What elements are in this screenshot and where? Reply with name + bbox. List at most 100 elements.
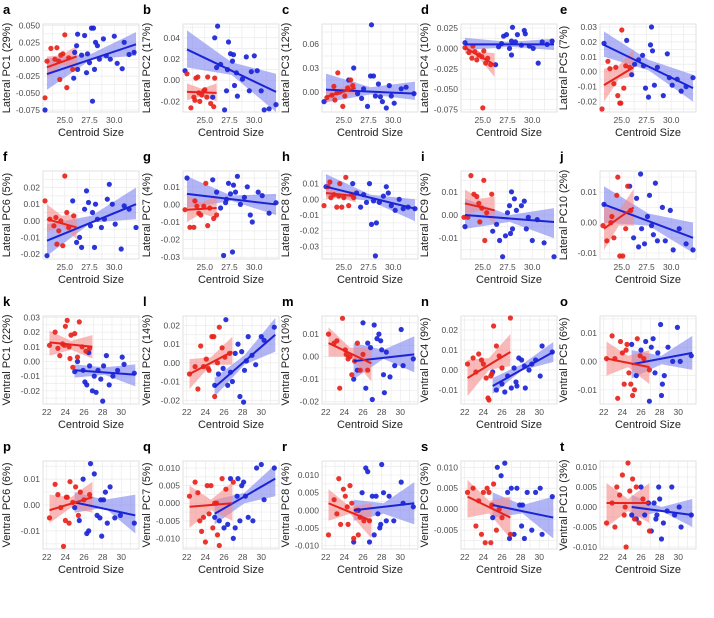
blue-point	[75, 66, 81, 72]
blue-point	[110, 373, 116, 379]
blue-point	[513, 207, 520, 213]
blue-point	[212, 514, 218, 520]
blue-point	[250, 518, 256, 524]
red-point	[477, 219, 483, 225]
blue-point	[371, 532, 377, 538]
red-point	[211, 104, 217, 110]
x-tick-label: 30.0	[524, 262, 541, 272]
red-point	[618, 100, 624, 106]
blue-point	[218, 205, 224, 211]
red-point	[630, 392, 636, 399]
blue-point	[380, 193, 386, 199]
red-point	[646, 528, 653, 534]
x-tick-label: 30	[674, 552, 684, 562]
red-point	[630, 476, 636, 482]
x-tick-label: 25.0	[56, 262, 73, 272]
red-point	[210, 525, 216, 531]
red-point	[200, 514, 207, 520]
x-tick-label: 26	[358, 552, 368, 562]
red-point	[204, 94, 210, 100]
blue-point	[121, 203, 127, 209]
red-point	[63, 494, 69, 500]
blue-point	[678, 524, 684, 530]
blue-point	[119, 66, 125, 72]
red-point	[470, 355, 476, 361]
blue-point	[253, 362, 259, 368]
red-point	[64, 317, 70, 323]
red-point	[488, 540, 494, 546]
blue-point	[549, 38, 555, 44]
x-axis-label: Centroid Size	[58, 127, 124, 139]
blue-point	[398, 326, 404, 333]
blue-point	[184, 175, 190, 181]
red-point	[216, 542, 222, 549]
red-point	[482, 540, 488, 546]
x-tick-label: 25.0	[56, 115, 73, 125]
y-tick-label: 0.000	[576, 502, 598, 512]
red-point	[489, 502, 495, 508]
blue-point	[215, 23, 221, 29]
blue-point	[380, 490, 387, 496]
x-tick-label: 26	[636, 552, 646, 562]
y-tick-label: 0.02	[23, 327, 40, 337]
x-tick-label: 28	[98, 552, 108, 562]
blue-point	[72, 49, 78, 56]
red-regression-line	[464, 46, 496, 66]
x-tick-label: 30	[396, 407, 406, 417]
blue-point	[658, 392, 665, 399]
blue-regression-line	[603, 203, 694, 239]
blue-point	[371, 322, 377, 328]
blue-point	[131, 520, 137, 526]
blue-point	[410, 356, 416, 362]
x-tick-label: 28	[516, 552, 526, 562]
y-tick-label: -0.075	[16, 105, 40, 115]
blue-point	[638, 171, 644, 177]
blue-point	[230, 52, 237, 58]
x-tick-label: 30	[117, 407, 127, 417]
red-point	[617, 338, 624, 345]
red-point	[628, 381, 634, 387]
blue-point	[392, 207, 398, 213]
y-tick-label: 0.01	[302, 179, 319, 189]
panel-label: d	[421, 2, 429, 17]
y-tick-label: 0.00	[23, 216, 40, 226]
red-point	[478, 531, 485, 537]
blue-point	[648, 24, 655, 30]
blue-point	[221, 252, 227, 259]
y-tick-label: 0.010	[437, 462, 459, 472]
blue-point	[82, 32, 88, 39]
blue-point	[258, 88, 264, 94]
panel-j: j 25.0 27.5 30.0 0.01 0.00 -0.01 Centroid Size L…	[558, 149, 697, 286]
x-tick-label: 27.5	[360, 115, 377, 125]
panel-label: p	[3, 439, 11, 454]
x-tick-label: 25.0	[335, 115, 352, 125]
y-tick-label: 0.010	[298, 470, 320, 480]
y-tick-label: -0.01	[578, 385, 598, 395]
x-tick-label: 22	[182, 407, 192, 417]
blue-point	[521, 198, 527, 204]
blue-point	[381, 390, 387, 396]
blue-point	[91, 66, 98, 72]
red-point	[623, 544, 629, 550]
y-tick-label: 0.000	[19, 54, 41, 64]
red-point	[44, 58, 50, 64]
blue-point	[636, 244, 642, 250]
red-point	[607, 66, 613, 72]
x-tick-label: 27.5	[638, 115, 655, 125]
x-tick-label: 22	[182, 552, 192, 562]
blue-point	[225, 382, 231, 388]
panel-label: s	[421, 439, 428, 454]
red-point	[603, 520, 610, 526]
y-tick-label: 0.000	[437, 504, 459, 514]
y-tick-label: 0.01	[580, 187, 597, 197]
red-point	[321, 203, 327, 209]
blue-point	[386, 83, 392, 89]
panel-label: f	[3, 149, 8, 164]
red-point	[484, 210, 490, 216]
blue-point	[507, 230, 514, 237]
red-point	[67, 355, 73, 362]
blue-point	[648, 344, 654, 350]
blue-point	[375, 511, 381, 517]
blue-point	[500, 254, 506, 260]
red-point	[343, 174, 349, 180]
